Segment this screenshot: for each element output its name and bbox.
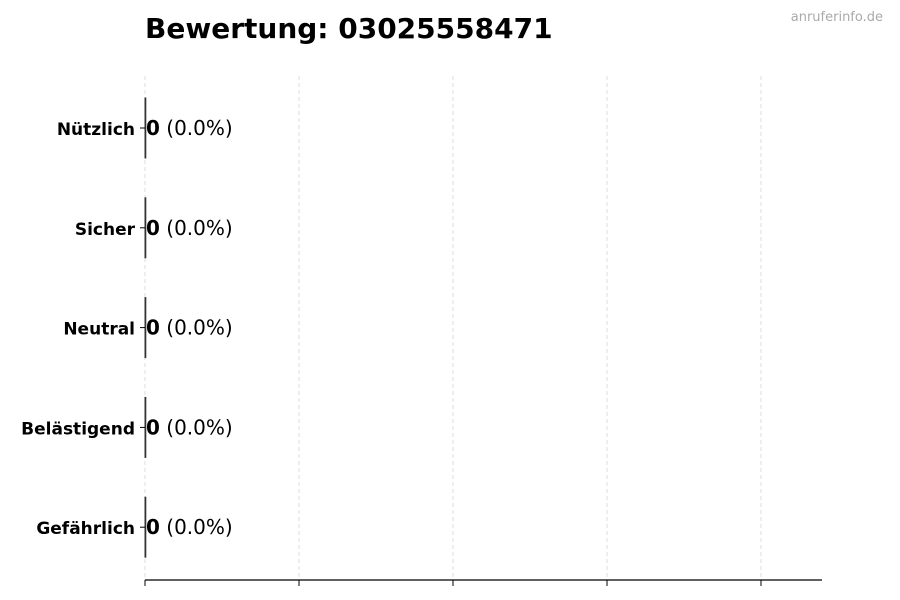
y-tick-label: Gefährlich — [36, 519, 135, 539]
data-label: 0 (0.0%) — [146, 116, 233, 140]
watermark: anruferinfo.de — [790, 10, 883, 25]
data-label-count: 0 — [146, 216, 160, 240]
data-label-count: 0 — [146, 316, 160, 340]
data-label: 0 (0.0%) — [146, 415, 233, 439]
data-label-percent: (0.0%) — [160, 216, 233, 240]
data-label-count: 0 — [146, 116, 160, 140]
data-label-count: 0 — [146, 515, 160, 539]
chart-title: Bewertung: 03025558471 — [145, 12, 553, 45]
data-label-percent: (0.0%) — [160, 116, 233, 140]
y-tick-label: Neutral — [63, 320, 135, 340]
data-label-count: 0 — [146, 415, 160, 439]
y-tick-label: Belästigend — [21, 419, 135, 439]
data-label-percent: (0.0%) — [160, 316, 233, 340]
data-label: 0 (0.0%) — [146, 216, 233, 240]
data-label-percent: (0.0%) — [160, 515, 233, 539]
y-tick-label: Sicher — [75, 220, 136, 240]
y-tick-label: Nützlich — [57, 120, 135, 140]
data-label-percent: (0.0%) — [160, 415, 233, 439]
data-label: 0 (0.0%) — [146, 316, 233, 340]
data-label: 0 (0.0%) — [146, 515, 233, 539]
